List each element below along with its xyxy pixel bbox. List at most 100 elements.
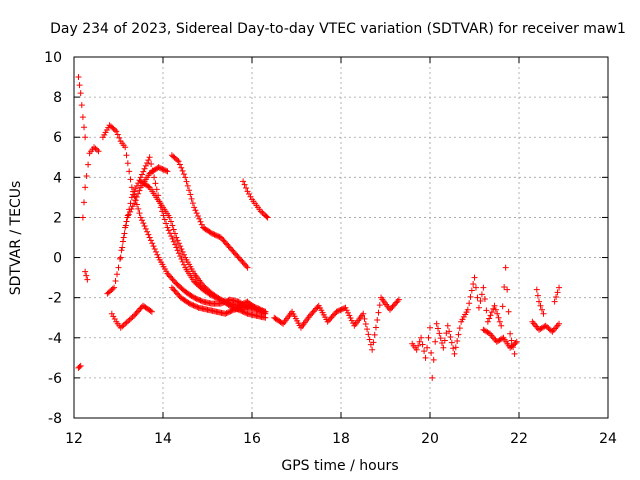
data-point — [191, 294, 198, 301]
interpolated-point — [229, 247, 236, 254]
data-point — [95, 148, 102, 155]
interpolated-point — [76, 82, 83, 89]
interpolated-point — [501, 283, 508, 290]
interpolated-point — [153, 248, 160, 255]
data-point — [464, 306, 471, 313]
series-arc-9 — [168, 284, 269, 317]
interpolated-point — [168, 218, 175, 225]
interpolated-point — [127, 200, 134, 207]
data-point — [155, 164, 162, 171]
interpolated-point — [212, 232, 219, 239]
data-point — [324, 318, 331, 325]
data-point — [244, 264, 251, 271]
interpolated-point — [494, 310, 501, 317]
interpolated-point — [472, 284, 479, 291]
interpolated-point — [132, 185, 139, 192]
interpolated-point — [488, 309, 495, 316]
interpolated-point — [228, 307, 235, 314]
interpolated-point — [432, 338, 439, 345]
interpolated-point — [168, 274, 175, 281]
interpolated-point — [137, 305, 144, 312]
interpolated-point — [179, 167, 186, 174]
interpolated-point — [240, 260, 247, 267]
data-point — [151, 174, 158, 181]
interpolated-point — [238, 257, 245, 264]
interpolated-point — [136, 306, 143, 313]
interpolated-point — [392, 300, 399, 307]
interpolated-point — [152, 180, 159, 187]
interpolated-point — [538, 306, 545, 313]
axis-ticks — [73, 56, 609, 419]
interpolated-point — [116, 255, 123, 262]
data-point — [342, 304, 349, 311]
interpolated-point — [259, 307, 266, 314]
interpolated-point — [505, 308, 512, 315]
interpolated-point — [175, 250, 182, 257]
data-point — [240, 178, 247, 185]
interpolated-point — [114, 131, 121, 138]
series-arc-3 — [99, 122, 269, 315]
interpolated-point — [92, 145, 99, 152]
interpolated-point — [327, 315, 334, 322]
interpolated-point — [238, 301, 245, 308]
series-arc-2 — [79, 144, 102, 221]
interpolated-point — [370, 339, 377, 346]
interpolated-point — [239, 300, 246, 307]
interpolated-point — [328, 314, 335, 321]
interpolated-point — [129, 314, 136, 321]
interpolated-point — [144, 228, 151, 235]
interpolated-point — [215, 233, 222, 240]
interpolated-point — [441, 337, 448, 344]
data-point — [440, 344, 447, 351]
y-tick-labels: 10 8 6 4 2 0 -2 -4 -6 -8 — [44, 50, 62, 427]
interpolated-point — [133, 201, 140, 208]
interpolated-point — [243, 185, 250, 192]
interpolated-point — [132, 311, 139, 318]
data-point — [122, 320, 129, 327]
interpolated-point — [114, 271, 121, 278]
data-point — [75, 74, 82, 81]
interpolated-point — [179, 248, 186, 255]
interpolated-point — [194, 296, 201, 303]
interpolated-point — [177, 253, 184, 260]
interpolated-point — [111, 316, 118, 323]
interpolated-point — [174, 247, 181, 254]
interpolated-point — [178, 164, 185, 171]
data-point — [91, 144, 98, 151]
interpolated-point — [229, 307, 236, 314]
interpolated-point — [124, 212, 131, 219]
series-arc-15 — [529, 318, 563, 335]
interpolated-point — [337, 306, 344, 313]
interpolated-point — [176, 161, 183, 168]
interpolated-point — [499, 335, 506, 342]
x-tick-label: 14 — [154, 431, 172, 447]
interpolated-point — [165, 227, 172, 234]
interpolated-point — [170, 238, 177, 245]
data-point — [79, 114, 86, 121]
interpolated-point — [311, 306, 318, 313]
data-point — [413, 346, 420, 353]
interpolated-point — [346, 312, 353, 319]
interpolated-point — [141, 223, 148, 230]
data-point — [122, 224, 129, 231]
y-tick-label: 8 — [53, 90, 62, 106]
interpolated-point — [194, 213, 201, 220]
data-point — [131, 312, 138, 319]
interpolated-point — [189, 200, 196, 207]
data-point — [164, 224, 171, 231]
series-arc-12 — [409, 264, 518, 381]
interpolated-point — [123, 319, 130, 326]
interpolated-point — [140, 220, 147, 227]
data-point — [262, 314, 269, 321]
interpolated-point — [236, 255, 243, 262]
interpolated-point — [228, 303, 235, 310]
interpolated-point — [136, 187, 143, 194]
interpolated-point — [121, 230, 128, 237]
interpolated-point — [83, 272, 90, 279]
interpolated-point — [124, 160, 131, 167]
interpolated-point — [246, 191, 253, 198]
interpolated-point — [139, 171, 146, 178]
interpolated-point — [166, 273, 173, 280]
data-point — [122, 144, 129, 151]
